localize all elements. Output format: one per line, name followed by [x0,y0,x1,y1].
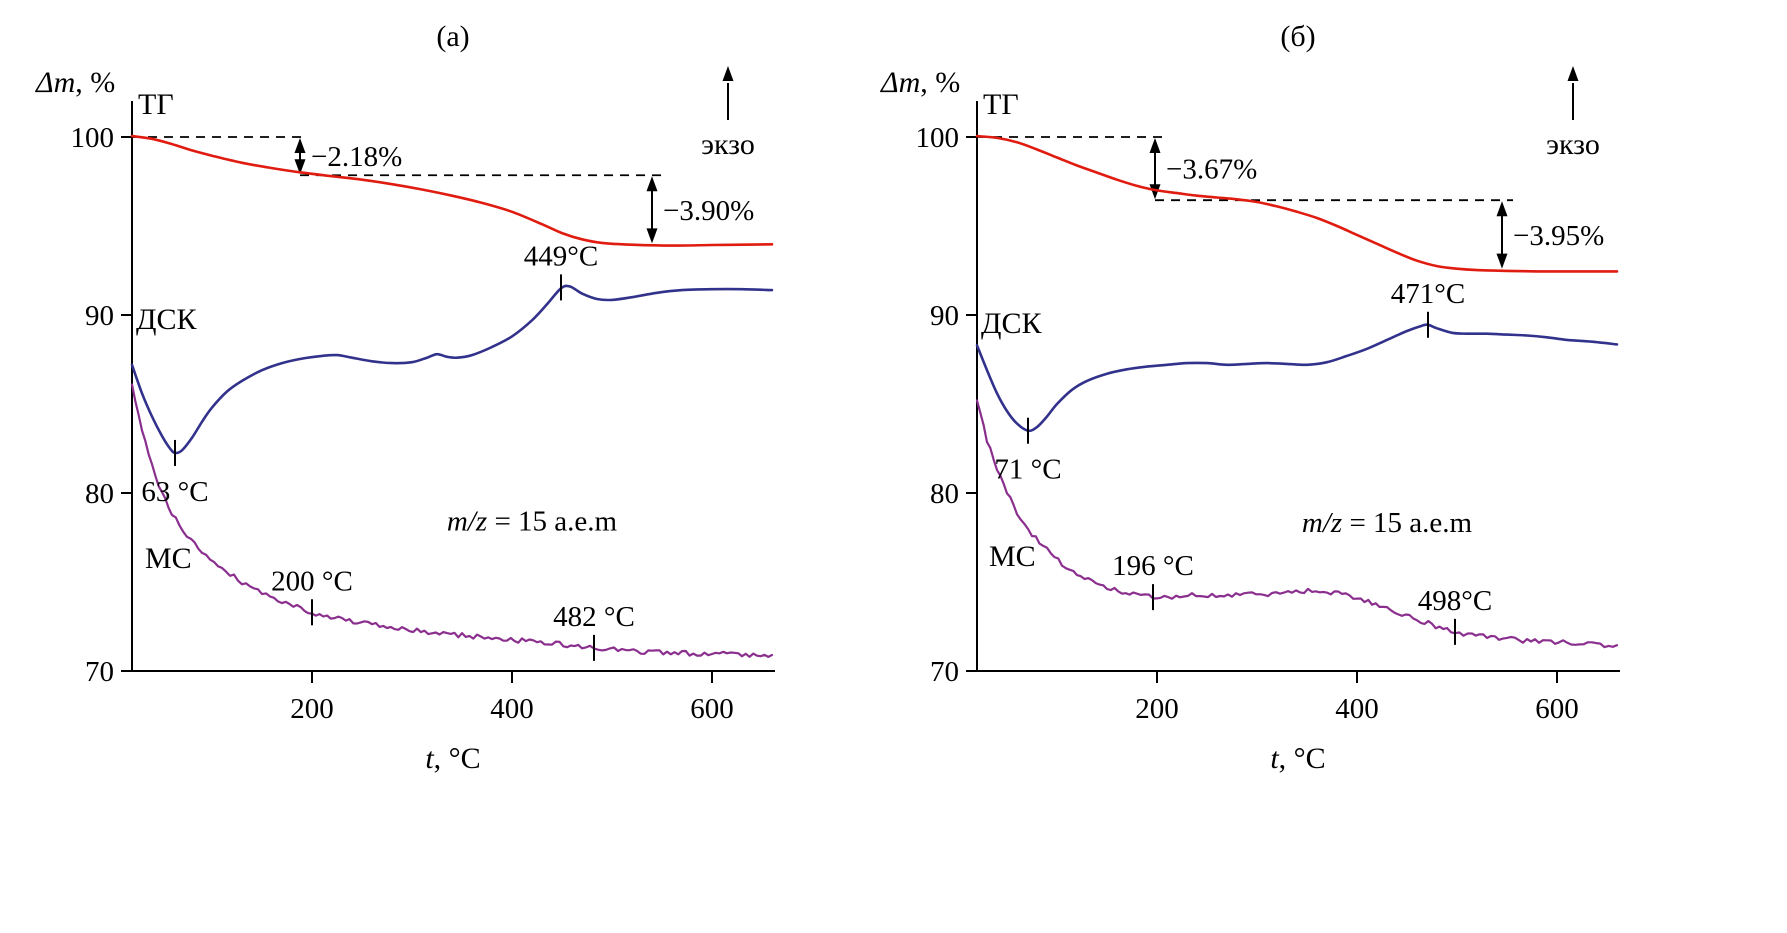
ms-curve [130,383,774,658]
mass-loss-arrowhead-top [646,176,658,192]
mass-loss-arrowhead-bottom [646,228,658,244]
temp-mark-label: 498°C [1418,585,1492,617]
mass-loss-label: −2.18% [311,141,402,173]
temp-mark-label: 482 °C [553,601,635,633]
x-axis-label: t, °C [1270,742,1325,775]
temp-mark-label: 471°C [1391,278,1465,310]
axes [976,101,1620,672]
tg-curve [975,134,1619,273]
x-tick-label: 200 [1135,693,1179,725]
mass-loss-arrowhead-top [294,138,306,153]
y-tick-label: 90 [930,300,959,332]
ms-curve-label: МС [145,542,192,575]
y-tick-label: 70 [85,656,114,688]
axes [131,101,775,672]
x-tick-label: 600 [1535,693,1579,725]
y-tick-label: 80 [85,478,114,510]
x-tick-label: 200 [290,693,334,725]
mass-loss-label: −3.90% [663,195,754,227]
mz-label: m/z = 15 a.e.m [447,505,618,537]
exo-arrowhead [1567,66,1579,81]
panel-title: (б) [1280,20,1315,53]
y-axis-label: Δm, % [35,66,115,99]
mass-loss-label: −3.95% [1513,220,1604,252]
exo-label: экзо [701,128,755,161]
mass-loss-label: −3.67% [1166,154,1257,186]
tg-curve-label: ТГ [138,88,174,121]
x-axis-label: t, °C [425,742,480,775]
y-tick-label: 100 [71,122,115,154]
mass-loss-arrowhead-bottom [1149,184,1161,200]
temp-mark-label: 449°C [524,240,598,272]
y-tick-label: 70 [930,656,959,688]
x-tick-label: 400 [490,693,534,725]
tg-curve [130,134,774,247]
ms-curve-label: МС [989,540,1036,573]
y-tick-label: 80 [930,478,959,510]
dsc-curve [130,284,774,455]
temp-mark-label: 71 °C [994,454,1061,486]
temp-mark-label: 196 °C [1112,550,1194,582]
y-tick-label: 90 [85,300,114,332]
mz-label: m/z = 15 a.e.m [1302,507,1473,539]
temp-mark-label: 63 °C [141,476,208,508]
y-axis-label: Δm, % [880,66,960,99]
panel-title: (a) [436,20,469,53]
dsc-curve [975,323,1619,433]
exo-arrowhead [722,66,734,81]
dsc-curve-label: ДСК [136,303,197,336]
panel-a-chart: 100 90 80 70 200 400 600 (a) Δm, % t, °C экзо −2.18… [35,20,775,775]
mass-loss-arrowhead-bottom [294,159,306,175]
x-tick-label: 600 [690,693,734,725]
mass-loss-arrowhead-top [1496,201,1508,217]
tg-curve-label: ТГ [983,88,1019,121]
temp-mark-label: 200 °C [271,565,353,597]
exo-label: экзо [1546,128,1600,161]
panel-b: 100 90 80 70 200 400 600 (б) Δm, % t, °C экзо −3.67… [857,6,1737,821]
y-tick-label: 100 [916,122,960,154]
dsc-curve-label: ДСК [981,307,1042,340]
x-tick-label: 400 [1335,693,1379,725]
ms-curve [975,399,1619,649]
panel-a: 100 90 80 70 200 400 600 (a) Δm, % t, °C экзо −2.18… [12,6,892,821]
mass-loss-arrowhead-top [1149,138,1161,153]
panel-b-chart: 100 90 80 70 200 400 600 (б) Δm, % t, °C экзо −3.67… [880,20,1620,775]
mass-loss-arrowhead-bottom [1496,253,1508,269]
